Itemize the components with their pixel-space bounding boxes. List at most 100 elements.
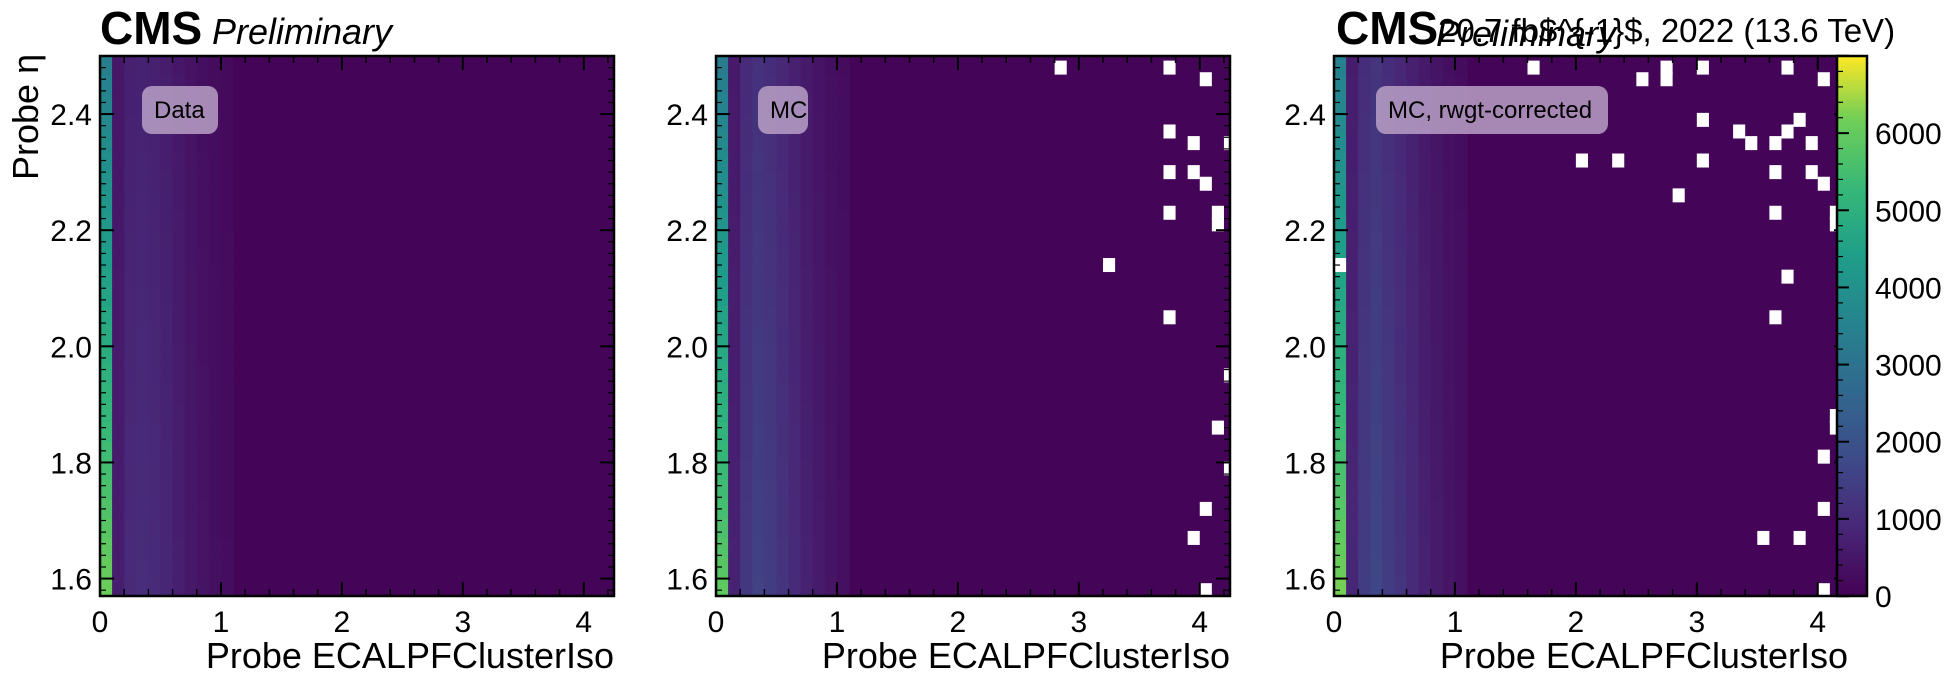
heatmap-bin [788,480,802,501]
heatmap-bin [1346,56,1359,76]
heatmap-bin [1406,191,1420,211]
heatmap-bin [124,422,137,443]
panel-label-box [758,86,808,134]
heatmap-bin [776,248,790,269]
heatmap-bin [836,268,850,288]
empty-bin [1805,136,1818,151]
empty-bin [1334,258,1347,273]
heatmap-bin [812,268,826,288]
heatmap-bin [1370,403,1383,423]
heatmap-bin [812,441,826,462]
heatmap-bin [1394,229,1408,250]
heatmap-bin [1430,268,1444,288]
heatmap-bin [812,326,826,346]
heatmap-bin [1346,133,1359,153]
heatmap-bin [1394,268,1408,288]
heatmap-bin [836,557,850,578]
heatmap-bin [112,518,125,539]
heatmap-bin [788,345,802,366]
heatmap-bin [136,152,149,173]
lumi-label: 20.7 fb$^{-1}$, 2022 (13.6 TeV) [1438,12,1895,49]
heatmap-bin [220,56,234,76]
heatmap-bin [196,383,210,404]
heatmap-bin [836,364,850,385]
heatmap-bin [1442,268,1456,288]
heatmap-bin [812,345,826,366]
heatmap-bin [788,364,802,385]
heatmap-bin [208,403,222,423]
heatmap-bin [172,287,186,308]
colorbar: 0 1000 2000 3000 4000 5000 6000 [1835,54,1942,614]
heatmap-bin [160,461,174,481]
heatmap-bin [136,345,149,366]
heatmap-bin [1346,499,1359,520]
heatmap-bin [148,538,161,558]
heatmap-bin [112,248,125,269]
heatmap-bin [112,441,125,462]
heatmap-bin [136,171,149,192]
heatmap-bin [764,268,777,288]
heatmap-bin [112,287,125,308]
heatmap-bin [136,557,149,578]
heatmap-bin [1430,326,1444,346]
heatmap-bin [172,248,186,269]
heatmap-bin [1430,364,1444,385]
heatmap-bin [160,576,174,597]
heatmap-bin [1358,326,1371,346]
heatmap-bin [1454,557,1468,578]
heatmap-bin [752,576,765,597]
heatmap-bin [1430,133,1444,153]
empty-bin [1793,112,1806,127]
heatmap-bin [220,441,234,462]
heatmap-bin [148,422,161,443]
heatmap-bin [136,441,149,462]
heatmap-bin [1418,268,1432,288]
heatmap-bin [836,75,850,96]
heatmap-bin [112,133,125,153]
heatmap-bin [184,461,198,481]
heatmap-bin [112,268,125,288]
heatmap-bin [1418,403,1432,423]
heatmap-bin [148,56,161,76]
heatmap-bin [112,538,125,558]
heatmap-bin [1382,499,1395,520]
heatmap-bin [1346,461,1359,481]
heatmap-bin [1454,518,1468,539]
heatmap-bin [196,480,210,501]
heatmap-bin [208,557,222,578]
y-tick-label: 2.0 [666,331,708,364]
heatmap-bin [208,461,222,481]
empty-bin [1781,269,1794,284]
heatmap-bin [1418,306,1432,327]
heatmap-bin [812,364,826,385]
heatmap-bin [1394,538,1408,558]
heatmap-bin [1430,345,1444,366]
heatmap-column [1442,56,1456,597]
heatmap-bin [824,191,838,211]
heatmap-bin [1394,364,1408,385]
heatmap-bin [764,538,777,558]
heatmap-bin [100,403,113,423]
heatmap-bin [776,499,790,520]
heatmap-bin [1406,557,1420,578]
heatmap-bin [1442,538,1456,558]
heatmap-bin [716,248,729,269]
y-tick-label: 1.8 [50,447,92,480]
heatmap-bin [1346,268,1359,288]
heatmap-bin [184,383,198,404]
heatmap-bin [740,94,753,115]
empty-bin [1211,205,1224,220]
heatmap-bin [788,403,802,423]
heatmap-bin [1394,383,1408,404]
heatmap-bin [160,268,174,288]
heatmap-bin [824,113,838,134]
status-label-left: Preliminary [212,11,394,52]
heatmap-bin [764,248,777,269]
heatmap-bin [160,480,174,501]
heatmap-bin [100,113,113,134]
empty-bin [1660,72,1673,87]
heatmap-bin [100,576,113,597]
empty-bin [1199,176,1212,191]
heatmap-bin [148,441,161,462]
heatmap-bin [1430,210,1444,231]
